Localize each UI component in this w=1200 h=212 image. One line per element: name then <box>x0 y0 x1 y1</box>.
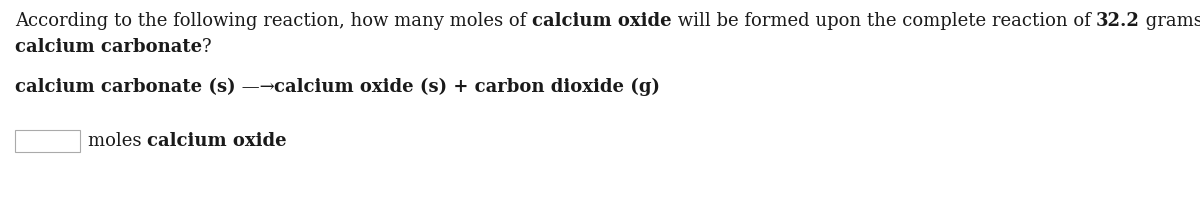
Text: calcium oxide: calcium oxide <box>148 132 287 150</box>
Text: According to the following reaction, how many moles of: According to the following reaction, how… <box>14 12 532 30</box>
Text: ?: ? <box>202 38 211 56</box>
Text: calcium oxide (s) + carbon dioxide (g): calcium oxide (s) + carbon dioxide (g) <box>275 78 660 96</box>
Text: calcium carbonate: calcium carbonate <box>14 38 202 56</box>
Text: calcium oxide: calcium oxide <box>532 12 672 30</box>
Text: grams of: grams of <box>1140 12 1200 30</box>
Text: —→: —→ <box>235 78 275 96</box>
Text: calcium carbonate (s): calcium carbonate (s) <box>14 78 235 96</box>
Text: will be formed upon the complete reaction of: will be formed upon the complete reactio… <box>672 12 1096 30</box>
Text: 32.2: 32.2 <box>1096 12 1140 30</box>
Text: moles: moles <box>88 132 148 150</box>
